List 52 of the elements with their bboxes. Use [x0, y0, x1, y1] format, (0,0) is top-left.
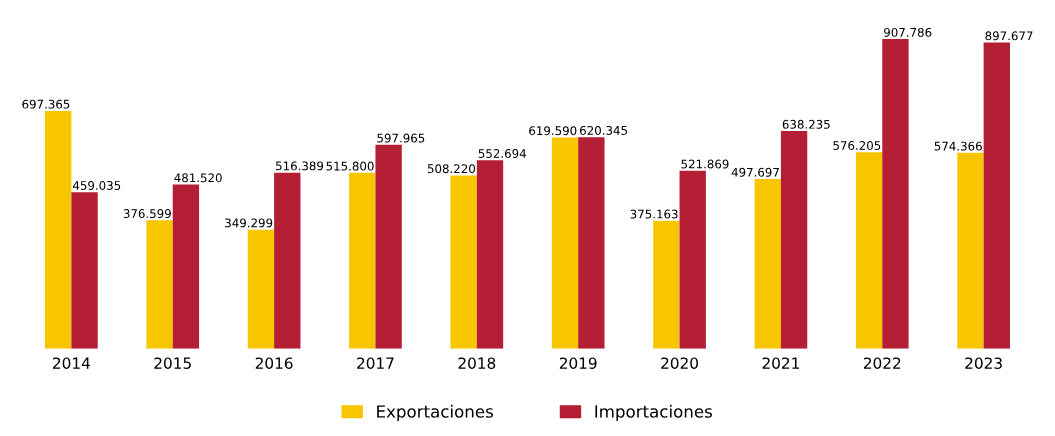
data-label: 459.035 [72, 180, 121, 190]
data-label: 508.220 [427, 164, 476, 174]
bar [679, 170, 706, 349]
bar [882, 39, 909, 349]
bar [172, 184, 200, 349]
x-tick-label: 2018 [458, 357, 496, 369]
data-label: 619.590 [529, 126, 577, 136]
x-tick-label: 2015 [154, 357, 191, 369]
x-tick-label: 2014 [53, 357, 90, 369]
x-tick-label: 2017 [357, 357, 394, 369]
bar [274, 172, 301, 349]
x-tick-label: 2021 [762, 357, 799, 369]
data-label: 481.520 [174, 173, 222, 183]
data-label: 576.205 [833, 141, 881, 150]
data-label: 375.163 [630, 209, 678, 219]
bar [247, 229, 275, 349]
bar [349, 172, 376, 349]
x-tick-label: 2020 [661, 357, 698, 369]
data-label: 349.299 [225, 218, 273, 228]
data-label: 597.965 [377, 133, 425, 143]
legend-label: Exportaciones [377, 404, 493, 421]
bar [653, 220, 680, 349]
bar [375, 144, 402, 349]
bar [983, 42, 1010, 349]
x-tick-label: 2019 [559, 357, 597, 369]
bar [71, 192, 98, 349]
data-label: 638.235 [782, 119, 830, 129]
data-label: 907.786 [884, 27, 932, 37]
data-label: 574.366 [934, 141, 982, 151]
data-label: 697.365 [22, 99, 70, 109]
bar [450, 175, 477, 349]
bar [578, 137, 605, 349]
data-label: 521.869 [681, 159, 729, 169]
bar [45, 110, 72, 349]
data-label: 516.389 [276, 161, 324, 171]
bar [754, 179, 781, 349]
data-label: 497.697 [731, 167, 779, 177]
x-tick-label: 2016 [255, 357, 293, 369]
x-tick-label: 2023 [965, 357, 1002, 369]
bar [957, 152, 984, 349]
x-tick-label: 2022 [863, 357, 901, 369]
data-label: 552.694 [478, 149, 526, 158]
data-label: 376.599 [123, 209, 171, 219]
bar [146, 220, 173, 349]
bar [551, 137, 579, 349]
data-label: 515.800 [326, 161, 374, 171]
bar [780, 131, 808, 349]
bar [855, 152, 883, 349]
data-label: 897.677 [985, 31, 1033, 41]
legend-label: Importaciones [595, 404, 712, 421]
bar [476, 160, 504, 349]
data-label: 620.345 [580, 125, 627, 135]
